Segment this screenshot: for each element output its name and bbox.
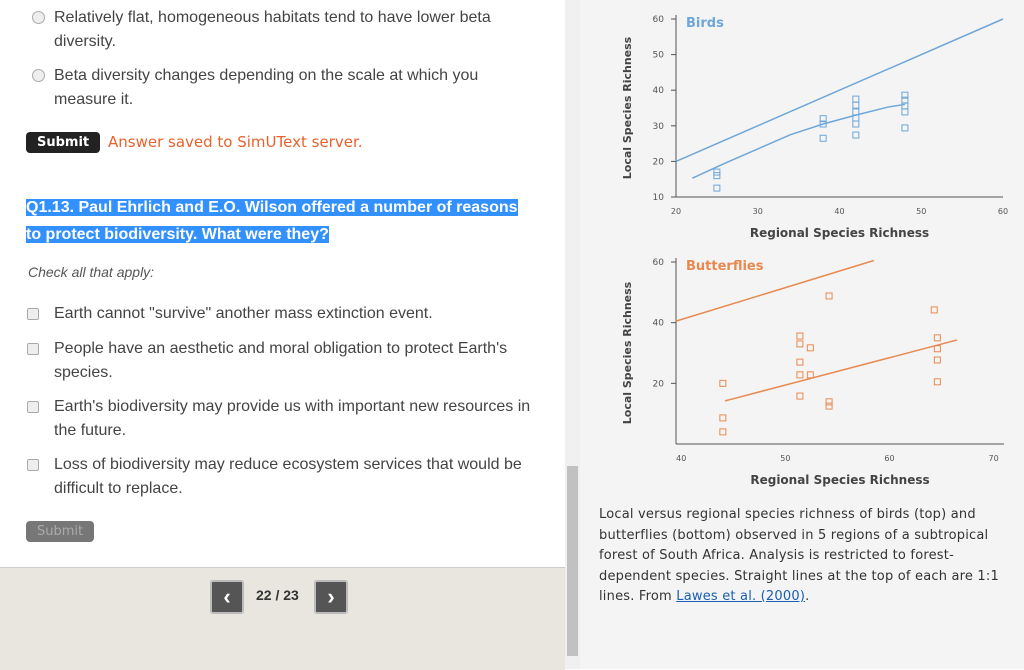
radio[interactable] [32,69,45,82]
option-text: Earth cannot "survive" another mass exti… [54,305,433,322]
marker [825,398,833,406]
status: Answer saved to SimUText server. [108,133,363,151]
x-axis-label: Regional Species Richness [750,226,929,240]
marker [796,332,804,340]
fit-line [675,18,1004,163]
instruction: Check all that apply: [28,264,155,280]
marker [825,292,833,300]
chart-title: Butterflies [686,259,764,274]
next-button[interactable]: › [314,580,348,614]
option-text: Earth's biodiversity may provide us with… [54,398,531,439]
option-text: Loss of biodiversity may reduce ecosyste… [54,456,522,497]
option-text: People have an aesthetic and moral oblig… [54,340,508,381]
x-tick-label: 50 [916,207,926,216]
marker [901,91,909,99]
x-tick-label: 20 [671,207,681,216]
checkbox[interactable] [27,459,39,471]
fit-line [724,339,958,402]
marker [806,371,814,379]
citation-link[interactable]: Lawes et al. (2000) [676,589,806,604]
marker [901,108,909,116]
fit-line [692,103,906,179]
marker [796,392,804,400]
radio[interactable] [32,11,45,24]
marker [933,345,941,353]
marker [852,120,860,128]
submit-button[interactable]: Submit [26,132,101,153]
marker [719,414,727,422]
marker [933,378,941,386]
y-tick-label: 40 [653,319,665,329]
marker [796,358,804,366]
marker [819,115,827,123]
y-tick-label: 50 [653,51,665,61]
x-axis-label: Regional Species Richness [750,473,929,487]
checkbox[interactable] [27,401,39,413]
x-tick-label: 60 [884,454,894,463]
y-axis-label: Local Species Richness [621,281,634,424]
y-tick-label: 10 [653,193,665,203]
option-text: Beta diversity changes depending on the … [54,67,479,108]
x-tick-label: 40 [834,207,844,216]
y-axis-label: Local Species Richness [621,36,634,179]
marker [713,172,721,180]
marker [796,371,804,379]
marker [713,168,721,176]
caption-end: . [805,589,810,604]
option-text: Relatively flat, homogeneous habitats te… [54,9,491,50]
x-tick-label: 30 [753,207,763,216]
y-tick-label: 30 [653,122,665,132]
x-tick-label: 50 [780,454,790,463]
chart-title: Birds [686,16,724,31]
y-tick-label: 60 [653,258,665,268]
checkbox[interactable] [27,343,39,355]
scrollbar[interactable] [565,0,580,669]
marker [819,134,827,142]
marker [852,131,860,139]
marker [852,101,860,109]
marker [719,379,727,387]
figure-panel [580,0,1024,669]
marker [719,428,727,436]
marker [930,306,938,314]
page-indicator: 22 / 23 [256,587,299,603]
footer: ‹ 22 / 23 › [0,567,565,670]
marker [852,95,860,103]
y-tick-label: 20 [653,379,665,389]
checkbox[interactable] [27,308,39,320]
y-tick-label: 20 [653,157,665,167]
fit-line [675,259,875,322]
marker [713,184,721,192]
marker [825,402,833,410]
quiz-panel: Relatively flat, homogeneous habitats te… [0,0,565,567]
x-tick-label: 40 [676,454,686,463]
x-tick-label: 70 [988,454,998,463]
y-tick-label: 60 [653,15,665,25]
marker [806,344,814,352]
x-tick-label: 60 [998,207,1008,216]
prev-button[interactable]: ‹ [210,580,244,614]
marker [796,340,804,348]
caption-text: Local versus regional species richness o… [599,507,999,604]
marker [819,120,827,128]
marker [901,102,909,110]
y-tick-label: 40 [653,86,665,96]
marker [933,356,941,364]
marker [933,334,941,342]
caption: Local versus regional species richness o… [599,505,1009,608]
marker [901,124,909,132]
submit-button-disabled: Submit [26,521,95,542]
